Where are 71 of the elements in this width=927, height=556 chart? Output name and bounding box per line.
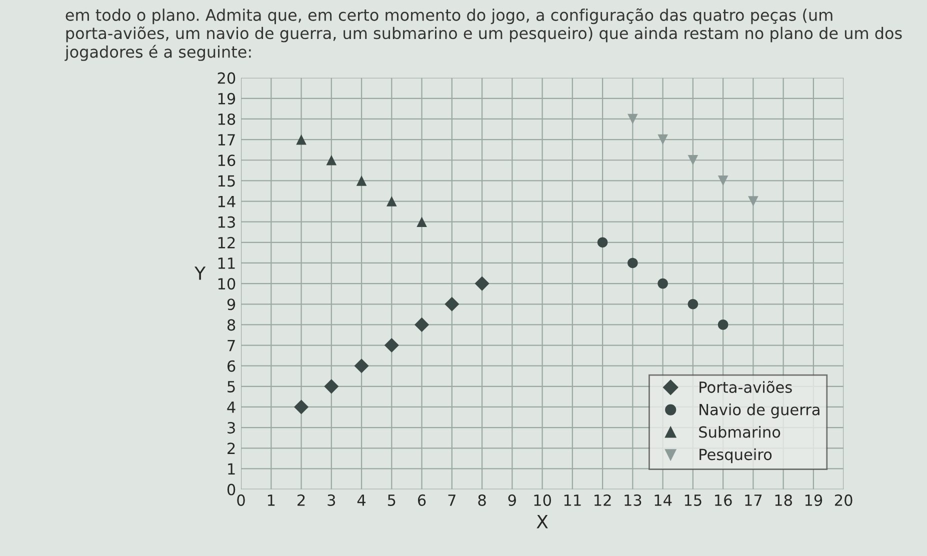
legend-label: Porta-aviões (700, 380, 792, 393)
point (628, 114, 638, 124)
x-tick-label: 9 (508, 494, 516, 506)
x-tick-label: 14 (654, 494, 672, 506)
point (597, 237, 608, 248)
x-tick-label: 20 (834, 494, 852, 506)
y-tick-label: 12 (218, 236, 235, 248)
y-tick-label: 18 (218, 113, 236, 126)
point (384, 338, 399, 353)
point (354, 358, 369, 374)
point (718, 320, 728, 330)
x-tick-label: 12 (594, 494, 611, 506)
point (326, 154, 337, 166)
x-tick-label: 8 (478, 494, 486, 506)
legend-label: Pesqueiro (700, 448, 772, 464)
y-tick-label: 10 (218, 278, 236, 290)
point (658, 134, 668, 145)
x-tick-label: 13 (624, 494, 642, 506)
x-tick-label: 4 (357, 494, 366, 506)
y-tick-label: 6 (228, 360, 236, 372)
y-tick-label: 5 (228, 381, 235, 392)
legend-label: Submarino (699, 426, 780, 438)
y-axis-title: Y (194, 266, 206, 280)
y-tick-label: 3 (228, 422, 235, 434)
point (414, 317, 430, 332)
y-tick-label: 7 (228, 340, 235, 352)
y-tick-label: 13 (218, 216, 235, 228)
point (416, 216, 427, 227)
point (294, 400, 309, 414)
x-tick-label: 1 (268, 494, 275, 506)
point (324, 379, 339, 394)
y-tick-label: 9 (227, 298, 236, 310)
y-tick-label: 0 (227, 484, 236, 496)
x-tick-label: 10 (534, 494, 551, 506)
x-tick-label: 15 (684, 494, 702, 506)
y-tick-label: 17 (218, 134, 235, 146)
x-axis-title: X (536, 515, 548, 528)
y-tick-label: 19 (218, 92, 236, 104)
x-tick-label: 6 (418, 494, 426, 506)
y-tick-label: 2 (228, 442, 235, 454)
y-tick-label: 20 (218, 72, 236, 84)
x-tick-label: 16 (715, 494, 732, 506)
point (386, 196, 397, 206)
x-tick-label: 2 (298, 494, 305, 506)
point (628, 258, 638, 268)
point (658, 278, 668, 289)
x-tick-label: 3 (328, 494, 336, 506)
x-tick-label: 5 (388, 494, 396, 506)
y-tick-label: 14 (218, 196, 236, 208)
point (718, 176, 728, 186)
x-tick-label: 11 (564, 494, 581, 506)
point (444, 296, 460, 312)
y-tick-label: 4 (227, 402, 236, 413)
point (688, 298, 698, 310)
y-tick-label: 11 (218, 258, 235, 269)
point (748, 196, 758, 206)
x-tick-label: 17 (745, 494, 762, 506)
point (688, 154, 698, 166)
x-tick-label: 0 (237, 494, 245, 506)
x-tick-label: 18 (775, 494, 792, 506)
chart-title: em todo o plano. Admita que, em certo momento do jogo, a configuração das quatro peças (um porta-aviões, um navio de guerra, um submarino e um pesqueiro) que ainda restam no plano de um dos jogadores é a seguinte: (64, 8, 902, 61)
y-tick-label: 8 (227, 319, 236, 331)
x-tick-label: 19 (805, 494, 822, 506)
point (474, 276, 490, 291)
y-tick-label: 16 (218, 154, 236, 166)
y-tick-label: 1 (228, 463, 235, 475)
y-tick-label: 15 (218, 175, 235, 187)
point (296, 134, 306, 145)
point (356, 176, 367, 186)
x-tick-label: 7 (448, 494, 456, 506)
legend-label: Navio de guerra (700, 404, 820, 418)
